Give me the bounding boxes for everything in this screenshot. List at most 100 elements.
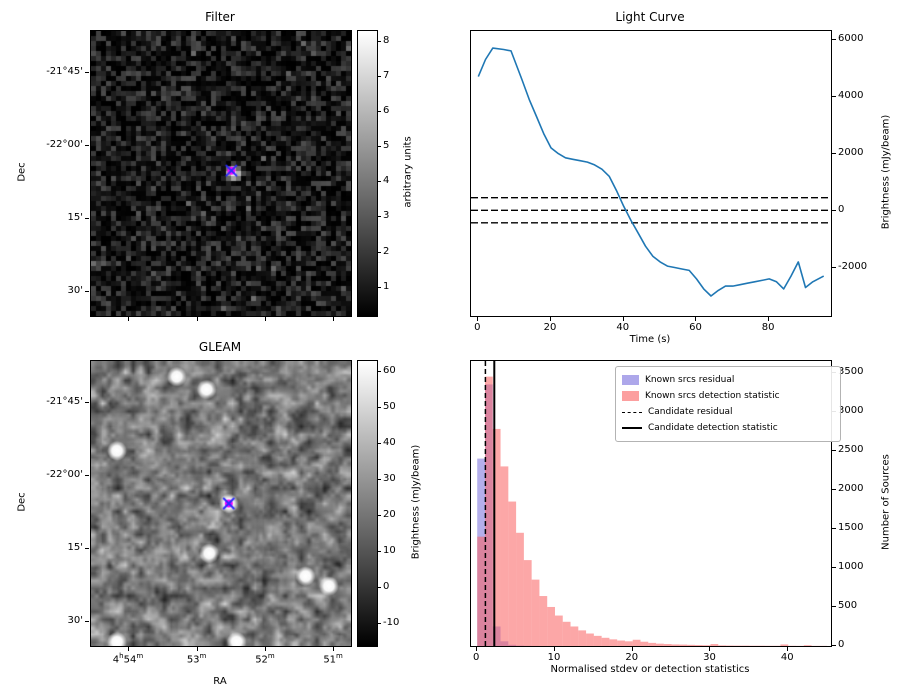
tick-mark [832, 645, 836, 646]
tick-mark [550, 317, 551, 321]
tick-label: 1000 [838, 560, 864, 572]
tick-mark [832, 605, 836, 607]
tick-mark [832, 95, 836, 97]
legend-item-known-residual: Known srcs residual [622, 372, 834, 388]
tick-mark [378, 515, 381, 517]
tick-mark [378, 623, 381, 625]
tick-label: -10 [383, 617, 400, 629]
filter-image [90, 30, 352, 317]
tick-mark [378, 587, 381, 589]
light-curve-title: Light Curve [615, 10, 685, 24]
tick-label: 5 [383, 140, 390, 152]
tick-label: 0 [383, 581, 390, 593]
tick-label: 0 [473, 652, 480, 663]
gleam-xlabel: RA [213, 676, 227, 687]
tick-mark [85, 401, 89, 403]
tick-label: 60 [689, 322, 702, 333]
tick-mark [85, 291, 89, 293]
tick-label: 2500 [838, 443, 864, 455]
histogram-legend: Known srcs residual Known srcs detection… [615, 366, 841, 442]
gleam-title: GLEAM [198, 340, 242, 354]
tick-mark [264, 317, 266, 321]
legend-item-candidate-detstat: Candidate detection statistic [622, 420, 834, 436]
light-curve-xlabel: Time (s) [629, 334, 671, 345]
histogram-ylabel: Number of Sources [880, 454, 892, 550]
tick-mark [476, 647, 478, 651]
tick-mark [378, 370, 381, 372]
tick-mark [378, 442, 381, 444]
tick-label: 4h54m [112, 652, 144, 666]
tick-label: 15' [67, 542, 83, 554]
tick-mark [378, 216, 381, 218]
light-curve-plot [470, 30, 832, 317]
tick-mark [333, 317, 335, 321]
gleam-colorbar [357, 360, 378, 647]
tick-mark [832, 566, 836, 568]
filter-colorbar-label: arbitrary units [402, 136, 414, 208]
tick-mark [378, 551, 381, 553]
filter-title: Filter [205, 10, 235, 24]
tick-mark [709, 647, 711, 651]
tick-label: 50 [383, 400, 396, 412]
legend-solid-line-icon [622, 427, 642, 429]
tick-mark [378, 110, 381, 112]
tick-label: 4000 [838, 89, 864, 101]
tick-mark [832, 527, 836, 529]
tick-label: 8 [383, 34, 390, 46]
tick-mark [378, 40, 381, 42]
tick-mark [787, 647, 789, 651]
tick-mark [832, 266, 836, 268]
tick-label: 20 [543, 322, 557, 333]
tick-label: 10 [383, 545, 396, 557]
tick-mark [196, 317, 198, 321]
tick-label: 0 [474, 322, 481, 333]
legend-label-candidate-detstat: Candidate detection statistic [648, 423, 778, 433]
tick-mark [477, 317, 479, 321]
legend-swatch-detstat [622, 391, 639, 401]
legend-label-detstat: Known srcs detection statistic [645, 391, 780, 401]
tick-mark [378, 286, 381, 288]
tick-mark [832, 488, 836, 490]
tick-label: 30 [383, 473, 396, 485]
tick-label: 15' [67, 212, 83, 224]
gleam-image [90, 360, 352, 647]
tick-label: 3 [383, 210, 390, 222]
tick-mark [832, 209, 836, 211]
tick-label: 20 [625, 652, 639, 663]
tick-label: 3000 [838, 404, 864, 416]
tick-mark [378, 75, 381, 77]
tick-label: -21°45' [46, 395, 83, 407]
tick-mark [695, 317, 697, 321]
tick-label: -21°45' [46, 65, 83, 77]
legend-label-residual: Known srcs residual [645, 375, 735, 385]
tick-mark [85, 548, 89, 550]
tick-mark [768, 317, 770, 321]
tick-mark [196, 647, 198, 651]
tick-mark [85, 621, 89, 623]
tick-mark [85, 475, 89, 477]
gleam-colorbar-label: Brightness (mJy/beam) [410, 444, 422, 560]
tick-label: 1500 [838, 521, 864, 533]
legend-swatch-residual [622, 375, 639, 385]
tick-mark [622, 317, 624, 321]
gleam-ylabel: Dec [16, 492, 28, 512]
tick-mark [85, 71, 89, 73]
tick-mark [264, 647, 266, 651]
filter-ylabel: Dec [16, 162, 28, 182]
tick-label: 30' [67, 285, 83, 297]
tick-label: 0 [838, 639, 845, 650]
tick-mark [85, 218, 89, 220]
tick-mark [85, 145, 89, 147]
tick-label: 40 [616, 322, 630, 333]
tick-label: 52m [255, 652, 275, 666]
filter-colorbar [357, 30, 378, 317]
tick-label: 51m [323, 652, 343, 666]
tick-label: 7 [383, 69, 390, 81]
tick-label: 40 [383, 436, 396, 448]
tick-mark [553, 647, 555, 651]
tick-mark [378, 181, 381, 183]
tick-label: 80 [761, 322, 775, 333]
tick-label: 6 [383, 104, 390, 116]
legend-item-known-detstat: Known srcs detection statistic [622, 388, 834, 404]
